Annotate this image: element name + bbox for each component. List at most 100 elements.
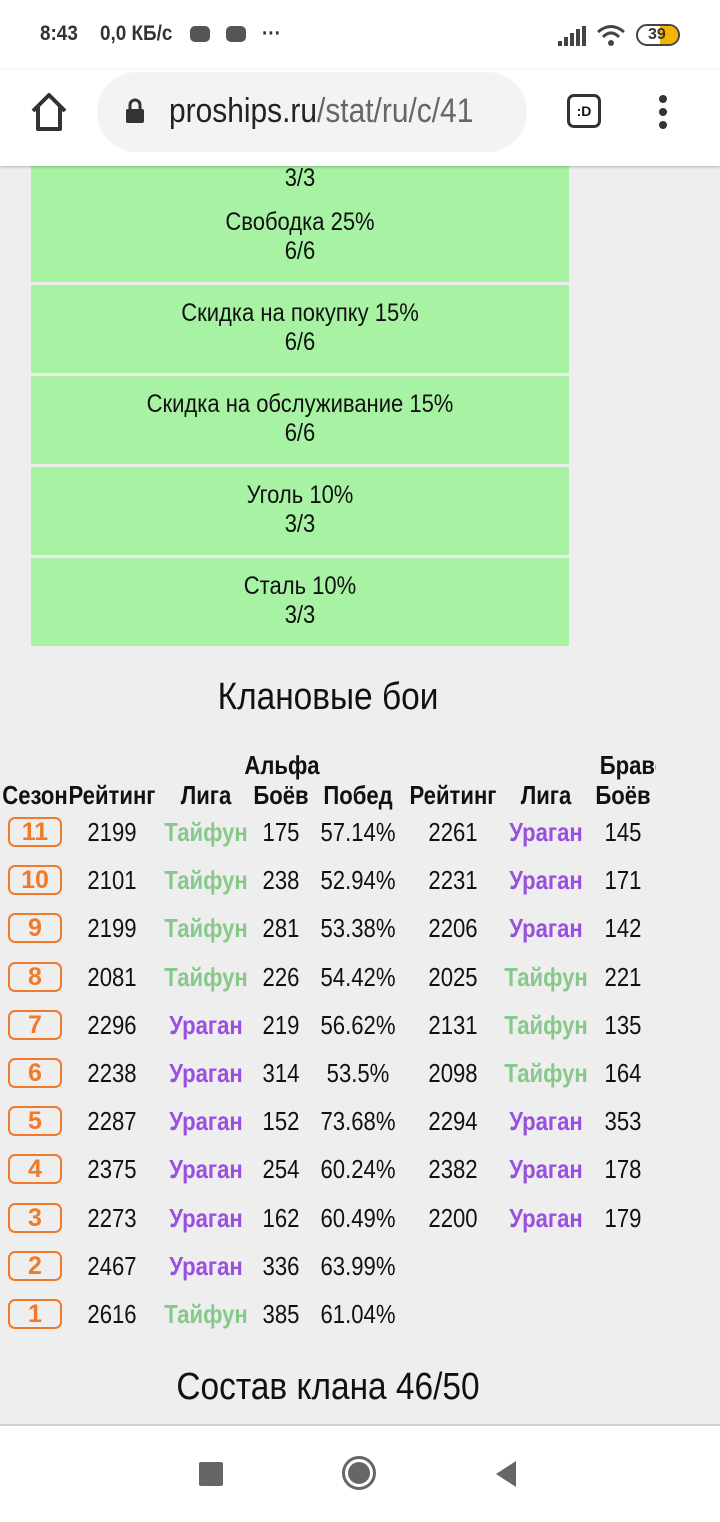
cell-a-league: Тайфун [164, 865, 248, 896]
season-badge[interactable]: 8 [8, 961, 62, 992]
season-badge[interactable]: 3 [8, 1202, 62, 1233]
cell-b-league: Ураган [509, 865, 583, 896]
url-path: /stat/ru/c/41 [317, 92, 474, 130]
cell-a-league: Тайфун [164, 1299, 248, 1329]
lock-icon [126, 98, 144, 123]
browser-toolbar: proships.ru/stat/ru/c/41 :D [0, 70, 720, 166]
cell-a-rating: 2287 [87, 1106, 137, 1137]
cell-b-battles: 164 [604, 1058, 642, 1088]
header-season: Сезон [2, 780, 68, 810]
season-badge[interactable]: 9 [8, 913, 62, 944]
table-row: 6 2238 Ураган 314 53.5% 2098 Тайфун 164 [0, 1058, 656, 1098]
cell-b-rating: 2025 [428, 961, 478, 992]
cell-b-battles: 178 [604, 1154, 642, 1185]
bonus-name: Скидка на обслуживание 15% [146, 390, 454, 418]
clan-members-title: Состав клана 46/50 [176, 1366, 480, 1408]
group-bravo-header: Браво [599, 750, 656, 780]
home-button[interactable] [342, 1456, 376, 1490]
bonus-value: 6/6 [284, 419, 316, 447]
cell-a-wins: 54.42% [320, 961, 396, 992]
table-row: 11 2199 Тайфун 175 57.14% 2261 Ураган 145 [0, 817, 656, 857]
cell-b-league: Тайфун [504, 961, 588, 992]
cell-b-league: Ураган [509, 1106, 583, 1137]
season-badge[interactable]: 11 [8, 817, 62, 847]
season-badge[interactable]: 5 [8, 1106, 62, 1137]
clan-battles-table[interactable]: Альфа Браво СезонРейтингЛигаБоёвПобедРей… [0, 740, 656, 1340]
discord-icon [190, 26, 210, 42]
table-row: 8 2081 Тайфун 226 54.42% 2025 Тайфун 221 [0, 961, 656, 1002]
table-row: 2 2467 Ураган 336 63.99% [0, 1250, 656, 1291]
net-speed: 0,0 КБ/с [100, 22, 173, 45]
recents-button[interactable] [199, 1462, 223, 1486]
cell-b-battles: 135 [604, 1009, 642, 1040]
cell-a-rating: 2199 [87, 817, 137, 847]
cell-b-rating: 2261 [428, 817, 478, 847]
bonus-card: Скидка на покупку 15% 6/6 [31, 285, 569, 373]
cell-b-battles: 171 [604, 865, 642, 896]
bonus-card: Сталь 10% 3/3 [31, 558, 569, 646]
cell-a-battles: 238 [262, 865, 300, 896]
status-bar: 8:43 0,0 КБ/с ··· 39 [0, 0, 720, 70]
header-b-rating: Рейтинг [409, 780, 497, 810]
address-bar[interactable]: proships.ru/stat/ru/c/41 [97, 72, 527, 152]
cell-a-wins: 56.62% [320, 1009, 396, 1040]
cell-a-wins: 73.68% [320, 1106, 396, 1137]
cell-a-rating: 2273 [87, 1202, 137, 1233]
season-badge[interactable]: 4 [8, 1154, 62, 1185]
season-badge[interactable]: 6 [8, 1058, 62, 1088]
url-domain: proships.ru [169, 92, 318, 130]
cell-b-league: Ураган [509, 913, 583, 944]
more-notifications: ··· [262, 22, 281, 45]
cell-b-battles: 179 [604, 1202, 642, 1233]
bonus-value: 6/6 [284, 328, 316, 356]
bonus-name: Уголь 10% [246, 481, 354, 509]
cell-a-battles: 281 [262, 913, 300, 944]
cell-a-rating: 2199 [87, 913, 137, 944]
header-a-rating: Рейтинг [68, 780, 156, 810]
bonus-value: 6/6 [284, 237, 316, 265]
cell-b-rating: 2294 [428, 1106, 478, 1137]
cell-a-league: Тайфун [164, 817, 248, 847]
season-badge[interactable]: 1 [8, 1299, 62, 1329]
clock: 8:43 [40, 22, 78, 45]
cell-a-wins: 60.24% [320, 1154, 396, 1185]
bonus-value: 3/3 [284, 601, 316, 629]
cell-a-battles: 226 [262, 961, 300, 992]
clan-battles-title: Клановые бои [217, 676, 439, 718]
cell-b-battles: 221 [604, 961, 642, 992]
bonus-value: 3/3 [284, 510, 316, 538]
season-badge[interactable]: 10 [8, 865, 62, 896]
back-button[interactable] [494, 1460, 518, 1488]
group-alpha-header: Альфа [244, 750, 320, 780]
cell-a-wins: 61.04% [320, 1299, 396, 1329]
header-b-battles: Боёв [595, 780, 651, 810]
cell-a-league: Ураган [169, 1009, 243, 1040]
menu-icon[interactable] [656, 94, 670, 130]
battery-level: 39 [648, 26, 666, 43]
cell-a-rating: 2467 [87, 1250, 137, 1281]
season-badge[interactable]: 2 [8, 1250, 62, 1281]
cell-b-battles: 142 [604, 913, 642, 944]
cell-b-rating: 2382 [428, 1154, 478, 1185]
cell-a-wins: 60.49% [320, 1202, 396, 1233]
table-row: 1 2616 Тайфун 385 61.04% [0, 1299, 656, 1339]
cell-a-league: Ураган [169, 1250, 243, 1281]
cell-b-league: Тайфун [504, 1009, 588, 1040]
cell-a-wins: 53.38% [320, 913, 396, 944]
tab-switcher-button[interactable]: :D [567, 94, 601, 128]
table-row: 9 2199 Тайфун 281 53.38% 2206 Ураган 142 [0, 913, 656, 953]
home-icon[interactable] [30, 92, 68, 132]
cell-b-rating: 2231 [428, 865, 478, 896]
cell-a-wins: 57.14% [320, 817, 396, 847]
bonus-card: Уголь 10% 3/3 [31, 467, 569, 555]
cell-b-rating: 2206 [428, 913, 478, 944]
table-row: 3 2273 Ураган 162 60.49% 2200 Ураган 179 [0, 1202, 656, 1243]
cell-a-league: Тайфун [164, 913, 248, 944]
season-badge[interactable]: 7 [8, 1009, 62, 1040]
bonus-name: Сталь 10% [243, 572, 357, 600]
bonus-value: 3/3 [284, 164, 316, 192]
cell-a-battles: 336 [262, 1250, 300, 1281]
cell-b-battles: 145 [604, 817, 642, 847]
header-a-league: Лига [180, 780, 232, 810]
cell-a-league: Ураган [169, 1058, 243, 1088]
